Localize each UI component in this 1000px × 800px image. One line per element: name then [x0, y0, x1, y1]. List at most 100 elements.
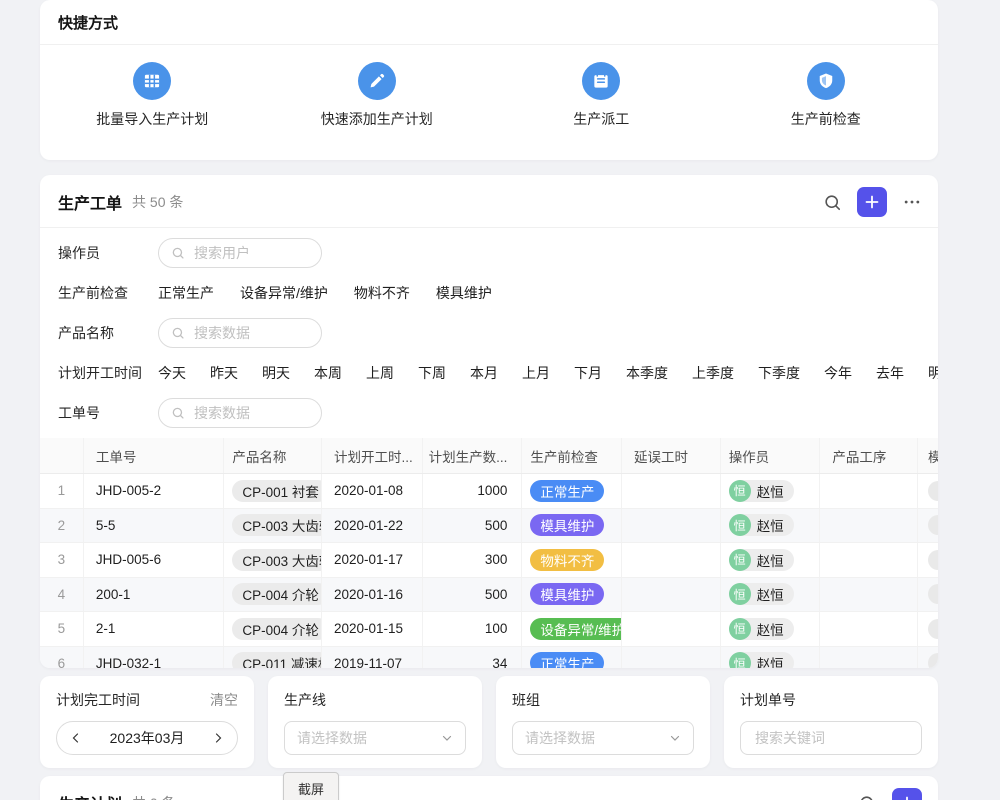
- operator-name: 赵恒: [756, 622, 784, 638]
- shortcut-batch-import[interactable]: 批量导入生产计划: [40, 62, 265, 129]
- search-icon[interactable]: [858, 794, 877, 800]
- table-row[interactable]: 5 2-1 CP-004 介轮 2020-01-15 100 设备异常/维护 恒…: [40, 612, 938, 647]
- month-value[interactable]: 2023年03月: [109, 730, 185, 746]
- cell-order-no: 200-1: [82, 577, 224, 611]
- screenshot-button[interactable]: 截屏: [283, 772, 339, 800]
- filter-label: 产品名称: [58, 325, 114, 341]
- filter-label: 工单号: [58, 405, 100, 421]
- shortcut-quick-add[interactable]: 快速添加生产计划: [265, 62, 490, 129]
- production-line-label: 生产线: [284, 692, 326, 708]
- cell-process: [819, 646, 917, 668]
- filters: 操作员 生产前检查 正常生产 设备异常/维护 物料不齐 模具维护 产品名称: [40, 228, 938, 435]
- cell-start-date: 2020-01-16: [321, 577, 422, 611]
- filter-option[interactable]: 本月: [470, 365, 498, 381]
- product-pill[interactable]: CP-004 介轮: [232, 583, 321, 606]
- cell-start-date: 2020-01-08: [321, 474, 422, 508]
- filter-option[interactable]: 上月: [522, 365, 550, 381]
- product-pill[interactable]: CP-003 大齿轮: [232, 548, 321, 571]
- cell-order-no: JHD-005-2: [82, 474, 224, 508]
- mold-pill: [928, 480, 938, 501]
- shortcut-pre-check[interactable]: 生产前检查: [714, 62, 939, 129]
- order-no-search-input[interactable]: [158, 398, 322, 428]
- filter-option[interactable]: 上季度: [692, 365, 734, 381]
- filter-option[interactable]: 下月: [574, 365, 602, 381]
- product-pill[interactable]: CP-004 介轮: [232, 617, 321, 640]
- filter-option[interactable]: 本季度: [626, 365, 668, 381]
- cell-order-no: 5-5: [82, 508, 224, 542]
- search-icon: [172, 327, 184, 339]
- product-search-input[interactable]: [158, 318, 322, 348]
- filter-option[interactable]: 正常生产: [158, 285, 214, 301]
- plan-no-field[interactable]: [753, 729, 909, 747]
- filter-option[interactable]: 去年: [876, 365, 904, 381]
- col-operator: 操作员: [719, 438, 820, 473]
- filter-option[interactable]: 下季度: [758, 365, 800, 381]
- filter-option[interactable]: 设备异常/维护: [240, 285, 328, 301]
- order-no-search-field[interactable]: [192, 404, 306, 422]
- product-search-field[interactable]: [192, 324, 306, 342]
- operator-pill: 恒赵恒: [728, 514, 794, 537]
- work-orders-title: 生产工单: [58, 196, 123, 213]
- col-product: 产品名称: [223, 438, 321, 473]
- filter-option[interactable]: 上周: [366, 365, 394, 381]
- filter-start-time: 计划开工时间 今天 昨天 明天 本周 上周 下周 本月 上月 下月 本季度 上季…: [58, 353, 938, 393]
- shortcuts-header: 快捷方式: [40, 0, 938, 45]
- add-record-button[interactable]: [892, 788, 922, 800]
- shortcut-row: 批量导入生产计划 快速添加生产计划 生产派工 生产前检查: [40, 45, 938, 129]
- table-row[interactable]: 3 JHD-005-6 CP-003 大齿轮 2020-01-17 300 物料…: [40, 543, 938, 578]
- mold-pill: [928, 653, 938, 668]
- team-label: 班组: [512, 692, 540, 708]
- work-orders-header: 生产工单 共 50 条: [40, 175, 938, 228]
- shortcut-dispatch[interactable]: 生产派工: [489, 62, 714, 129]
- filter-option[interactable]: 物料不齐: [353, 285, 410, 301]
- product-pill[interactable]: CP-001 衬套: [232, 479, 321, 502]
- filter-label: 计划开工时间: [58, 365, 142, 381]
- filter-option[interactable]: 昨天: [210, 365, 238, 381]
- more-icon[interactable]: [902, 192, 922, 212]
- shortcut-label: 快速添加生产计划: [320, 111, 433, 127]
- production-plan-count: 共 0 条: [132, 793, 176, 800]
- mold-pill: [928, 584, 938, 605]
- production-line-select[interactable]: 请选择数据: [284, 721, 466, 755]
- grid-icon: [133, 62, 172, 100]
- filter-label: 生产前检查: [58, 285, 128, 301]
- table-row[interactable]: 2 5-5 CP-003 大齿轮 2020-01-22 500 模具维护 恒赵恒: [40, 508, 938, 543]
- table-row[interactable]: 6 JHD-032-1 CP-011 减速机 2019-11-07 34 正常生…: [40, 646, 938, 668]
- add-record-button[interactable]: [857, 187, 887, 217]
- operator-search-input[interactable]: [158, 238, 322, 268]
- col-qty: 计划生产数...: [421, 438, 522, 473]
- filter-option[interactable]: 明年: [928, 365, 938, 381]
- search-icon[interactable]: [823, 193, 842, 212]
- plan-no-input[interactable]: [740, 721, 922, 755]
- cell-qty: 300: [421, 543, 522, 577]
- cell-index: 4: [57, 586, 66, 602]
- table-row[interactable]: 1 JHD-005-2 CP-001 衬套 2020-01-08 1000 正常…: [40, 474, 938, 509]
- status-badge: 正常生产: [530, 479, 605, 502]
- cell-index: 3: [57, 552, 66, 568]
- filter-option[interactable]: 模具维护: [435, 285, 492, 301]
- filter-operator: 操作员: [58, 233, 920, 273]
- team-card: 班组 请选择数据: [496, 676, 710, 768]
- filter-option[interactable]: 下周: [418, 365, 446, 381]
- filter-option[interactable]: 本周: [314, 365, 342, 381]
- team-select[interactable]: 请选择数据: [512, 721, 694, 755]
- operator-search-field[interactable]: [192, 244, 306, 262]
- col-order-no: 工单号: [82, 438, 224, 473]
- col-mold: 模具: [917, 438, 938, 473]
- cell-order-no: JHD-005-6: [82, 543, 224, 577]
- shortcuts-title: 快捷方式: [58, 15, 119, 32]
- cell-delay: [621, 577, 720, 611]
- completion-time-label: 计划完工时间: [56, 692, 140, 708]
- avatar: 恒: [728, 617, 751, 640]
- filter-option[interactable]: 明天: [262, 365, 290, 381]
- filter-option[interactable]: 今天: [158, 365, 186, 381]
- chevron-right-icon[interactable]: [212, 732, 224, 744]
- filter-option[interactable]: 今年: [824, 365, 852, 381]
- chevron-left-icon[interactable]: [70, 732, 82, 744]
- clear-link[interactable]: 清空: [210, 692, 238, 708]
- product-pill[interactable]: CP-003 大齿轮: [232, 514, 321, 537]
- mold-pill: [928, 515, 938, 536]
- shortcut-label: 批量导入生产计划: [96, 111, 209, 127]
- product-pill[interactable]: CP-011 减速机: [232, 652, 321, 668]
- table-row[interactable]: 4 200-1 CP-004 介轮 2020-01-16 500 模具维护 恒赵…: [40, 577, 938, 612]
